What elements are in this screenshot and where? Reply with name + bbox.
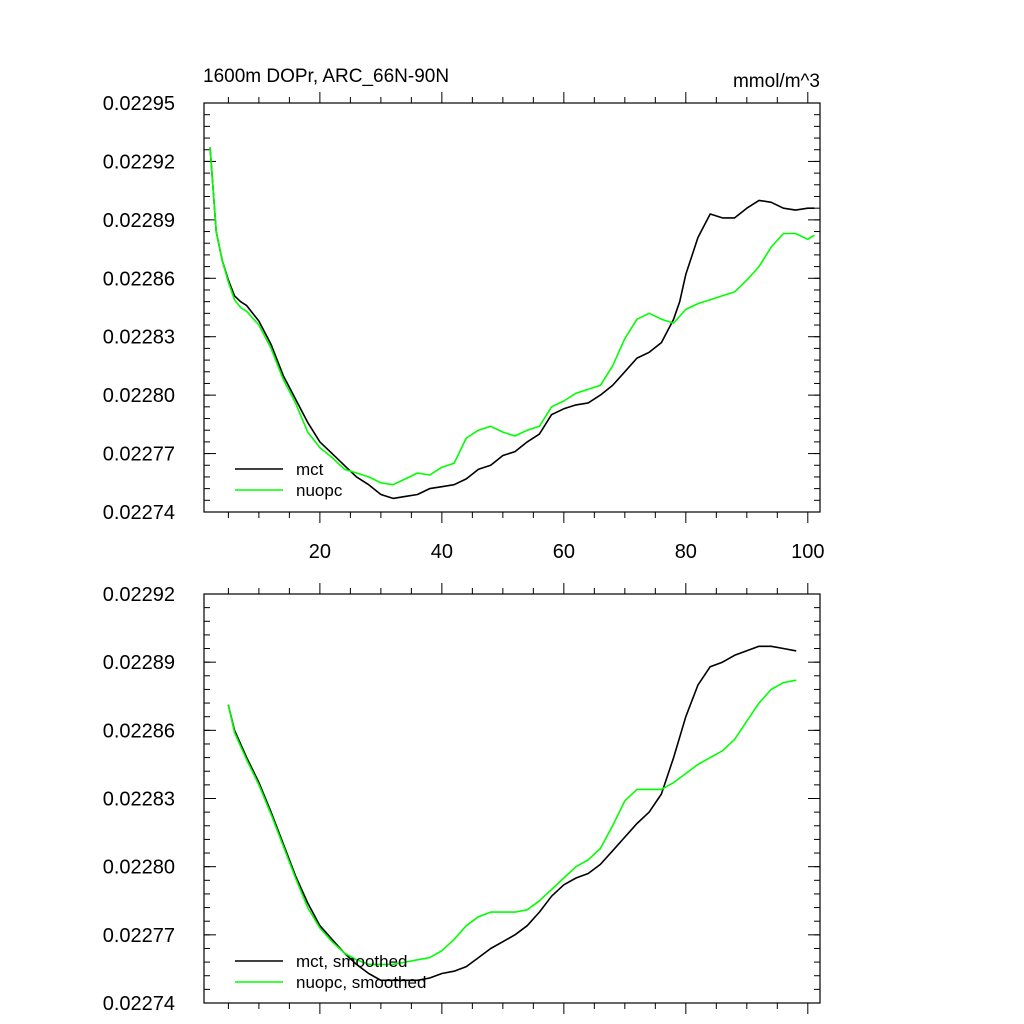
top-ytick-label: 0.02277 bbox=[103, 444, 175, 466]
bottom-ytick-label: 0.02286 bbox=[103, 720, 175, 742]
bottom-series-mct-smoothed bbox=[227, 645, 797, 982]
bottom-ytick-label: 0.02274 bbox=[103, 993, 175, 1015]
legend-label-nuopc-smoothed: nuopc, smoothed bbox=[296, 973, 426, 992]
bottom-panel-frame bbox=[203, 593, 821, 1004]
bottom-panel: 0.02274 0.02277 0.02280 0.02283 0.02286 0.022… bbox=[103, 583, 821, 1015]
top-ytick-label: 0.02295 bbox=[103, 93, 175, 115]
top-panel-frame bbox=[203, 102, 821, 513]
top-xtick-label: 80 bbox=[675, 541, 697, 563]
top-panel-ticks: 0.02274 0.02277 0.02280 0.02283 0.02286 0.022… bbox=[103, 92, 824, 563]
top-ytick-label: 0.02280 bbox=[103, 385, 175, 407]
bottom-ytick-label: 0.02289 bbox=[103, 652, 175, 674]
bottom-ytick-label: 0.02283 bbox=[103, 789, 175, 811]
top-ytick-label: 0.02274 bbox=[103, 502, 175, 524]
top-series-mct bbox=[209, 147, 815, 500]
top-xtick-label: 20 bbox=[309, 541, 331, 563]
top-panel-units: mmol/m^3 bbox=[733, 71, 820, 92]
bottom-ytick-label: 0.02280 bbox=[103, 857, 175, 879]
bottom-panel-lines bbox=[227, 645, 797, 982]
legend-label-mct: mct bbox=[296, 460, 324, 479]
top-series-nuopc bbox=[209, 147, 815, 486]
legend-label-mct-smoothed: mct, smoothed bbox=[296, 952, 408, 971]
bottom-ytick-label: 0.02277 bbox=[103, 925, 175, 947]
bottom-panel-legend: mct, smoothed nuopc, smoothed bbox=[235, 952, 426, 992]
top-xtick-label: 60 bbox=[553, 541, 575, 563]
top-xtick-label: 40 bbox=[431, 541, 453, 563]
top-ytick-label: 0.02292 bbox=[103, 151, 175, 173]
bottom-series-nuopc-smoothed bbox=[227, 679, 797, 966]
top-ytick-label: 0.02289 bbox=[103, 210, 175, 232]
bottom-panel-ticks: 0.02274 0.02277 0.02280 0.02283 0.02286 0.022… bbox=[103, 583, 820, 1015]
top-panel: 1600m DOPr, ARC_66N-90N mmol/m^3 0.02274… bbox=[103, 66, 825, 563]
top-panel-title: 1600m DOPr, ARC_66N-90N bbox=[203, 66, 449, 87]
top-panel-lines bbox=[209, 147, 815, 500]
top-panel-legend: mct nuopc bbox=[235, 460, 343, 500]
top-ytick-label: 0.02283 bbox=[103, 327, 175, 349]
legend-label-nuopc: nuopc bbox=[296, 481, 343, 500]
top-ytick-label: 0.02286 bbox=[103, 268, 175, 290]
top-xtick-label: 100 bbox=[791, 541, 824, 563]
bottom-ytick-label: 0.02292 bbox=[103, 584, 175, 606]
